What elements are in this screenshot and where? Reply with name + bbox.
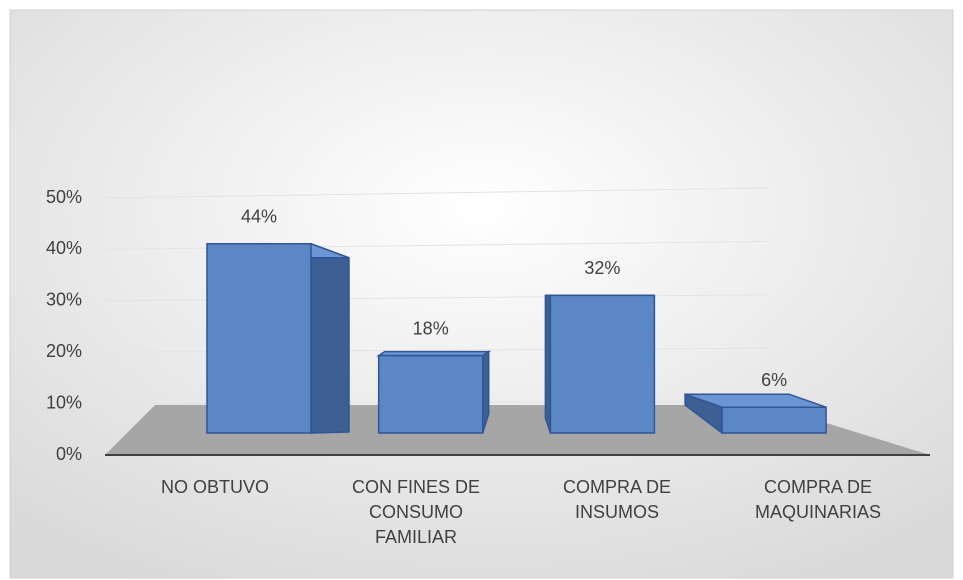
bar-front	[721, 406, 827, 434]
bar	[206, 242, 350, 434]
data-label: 6%	[761, 370, 787, 390]
bar	[376, 350, 492, 434]
x-tick-label: NO OBTUVO	[160, 477, 269, 497]
y-tick-label: 0%	[56, 444, 82, 464]
y-tick-label: 50%	[46, 187, 82, 207]
y-tick-label: 30%	[46, 290, 82, 310]
data-label: 18%	[413, 318, 449, 338]
grid-line	[104, 187, 769, 199]
y-tick-label: 10%	[46, 392, 82, 412]
y-tick-label: 20%	[46, 341, 82, 361]
chart-frame	[9, 9, 954, 579]
data-label: 32%	[584, 258, 620, 278]
x-tick-label: COMPRA DE MAQUINARIAS	[754, 477, 882, 522]
bar	[684, 393, 827, 435]
bar-front	[377, 354, 484, 434]
data-label: 44%	[241, 207, 277, 227]
x-tick-label: CON FINES DE CONSUMO FAMILIAR	[351, 477, 480, 547]
bar-front	[549, 294, 656, 434]
bar	[544, 294, 656, 434]
bar-side	[310, 242, 350, 434]
bar-front	[206, 243, 312, 434]
y-tick-label: 40%	[46, 238, 82, 258]
x-tick-label: COMPRA DE INSUMOS	[562, 477, 672, 522]
